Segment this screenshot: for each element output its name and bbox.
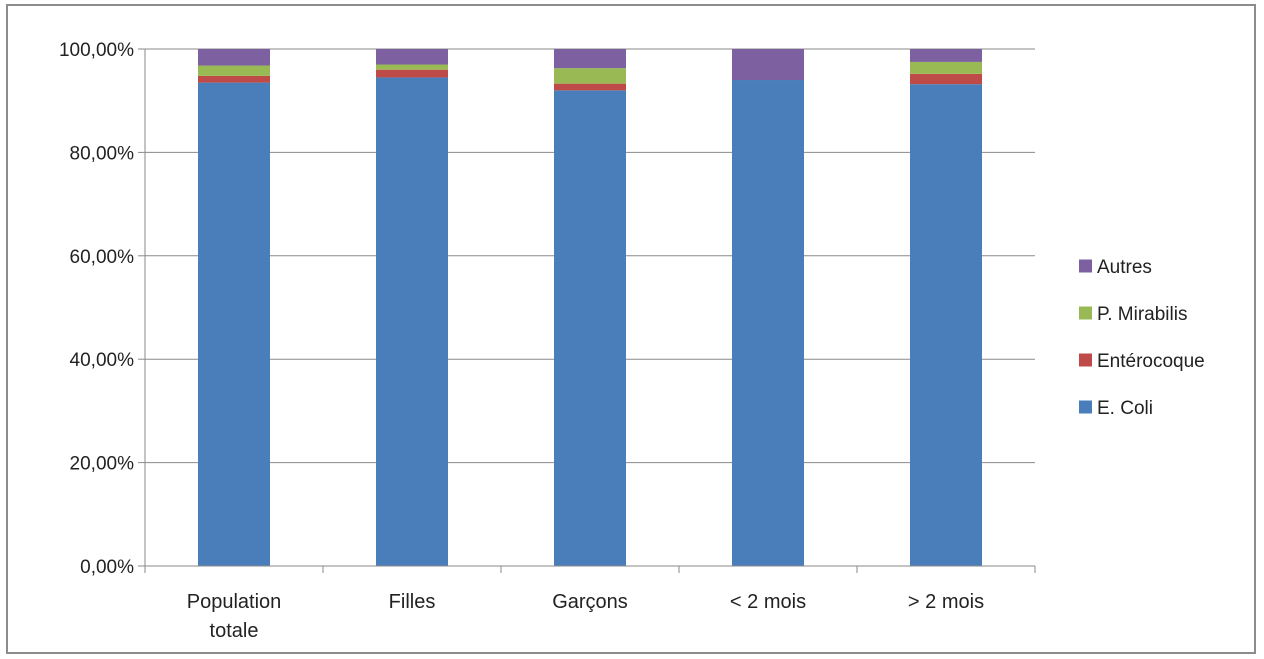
bars	[198, 49, 982, 567]
bar-segment-e-coli	[198, 82, 270, 566]
legend-label: E. Coli	[1097, 398, 1153, 419]
bar-segment-autres	[732, 49, 804, 81]
bar-segment-ent-rocoque	[910, 73, 982, 85]
bar-segment-e-coli	[732, 80, 804, 567]
x-tick-label: > 2 mois	[908, 591, 984, 613]
bar-segment-p-mirabilis	[910, 61, 982, 74]
x-tick-label: totale	[210, 620, 259, 642]
bar-segment-autres	[910, 49, 982, 62]
x-tick-labels: Population totale Filles Garçons < 2 mois > 2…	[187, 591, 984, 642]
legend-swatch	[1079, 306, 1092, 320]
legend-swatch	[1079, 353, 1092, 367]
bar-segment-autres	[376, 49, 448, 65]
y-tick-label: 0,00%	[80, 557, 134, 578]
legend: Autres P. Mirabilis Entérocoque E. Coli	[1079, 257, 1205, 419]
bar-segment-autres	[198, 49, 270, 66]
y-tick-labels: 0,00% 20,00% 40,00% 60,00% 80,00% 100,00%	[59, 40, 134, 578]
legend-label: P. Mirabilis	[1097, 304, 1187, 325]
bar-segment-autres	[554, 49, 626, 69]
x-tick-label: < 2 mois	[730, 591, 806, 613]
y-tick-label: 80,00%	[70, 143, 135, 164]
legend-swatch	[1079, 259, 1092, 273]
legend-swatch	[1079, 400, 1092, 414]
bar-segment-e-coli	[376, 77, 448, 566]
bar-segment-ent-rocoque	[198, 75, 270, 83]
bar-segment-e-coli	[910, 84, 982, 566]
bar-segment-p-mirabilis	[376, 64, 448, 70]
y-tick-label: 60,00%	[70, 247, 135, 268]
bar-segment-p-mirabilis	[554, 68, 626, 84]
bar-segment-p-mirabilis	[198, 65, 270, 76]
axes	[138, 48, 1036, 573]
bar-segment-ent-rocoque	[554, 83, 626, 91]
y-tick-label: 20,00%	[70, 454, 135, 475]
legend-label: Autres	[1097, 257, 1152, 278]
y-tick-label: 100,00%	[59, 40, 134, 61]
bar-segment-e-coli	[554, 90, 626, 567]
bar-segment-ent-rocoque	[376, 69, 448, 78]
legend-label: Entérocoque	[1097, 351, 1205, 372]
y-tick-label: 40,00%	[70, 350, 135, 371]
x-tick-label: Garçons	[552, 591, 628, 613]
x-tick-label: Population	[187, 591, 282, 613]
x-tick-label: Filles	[389, 591, 436, 613]
